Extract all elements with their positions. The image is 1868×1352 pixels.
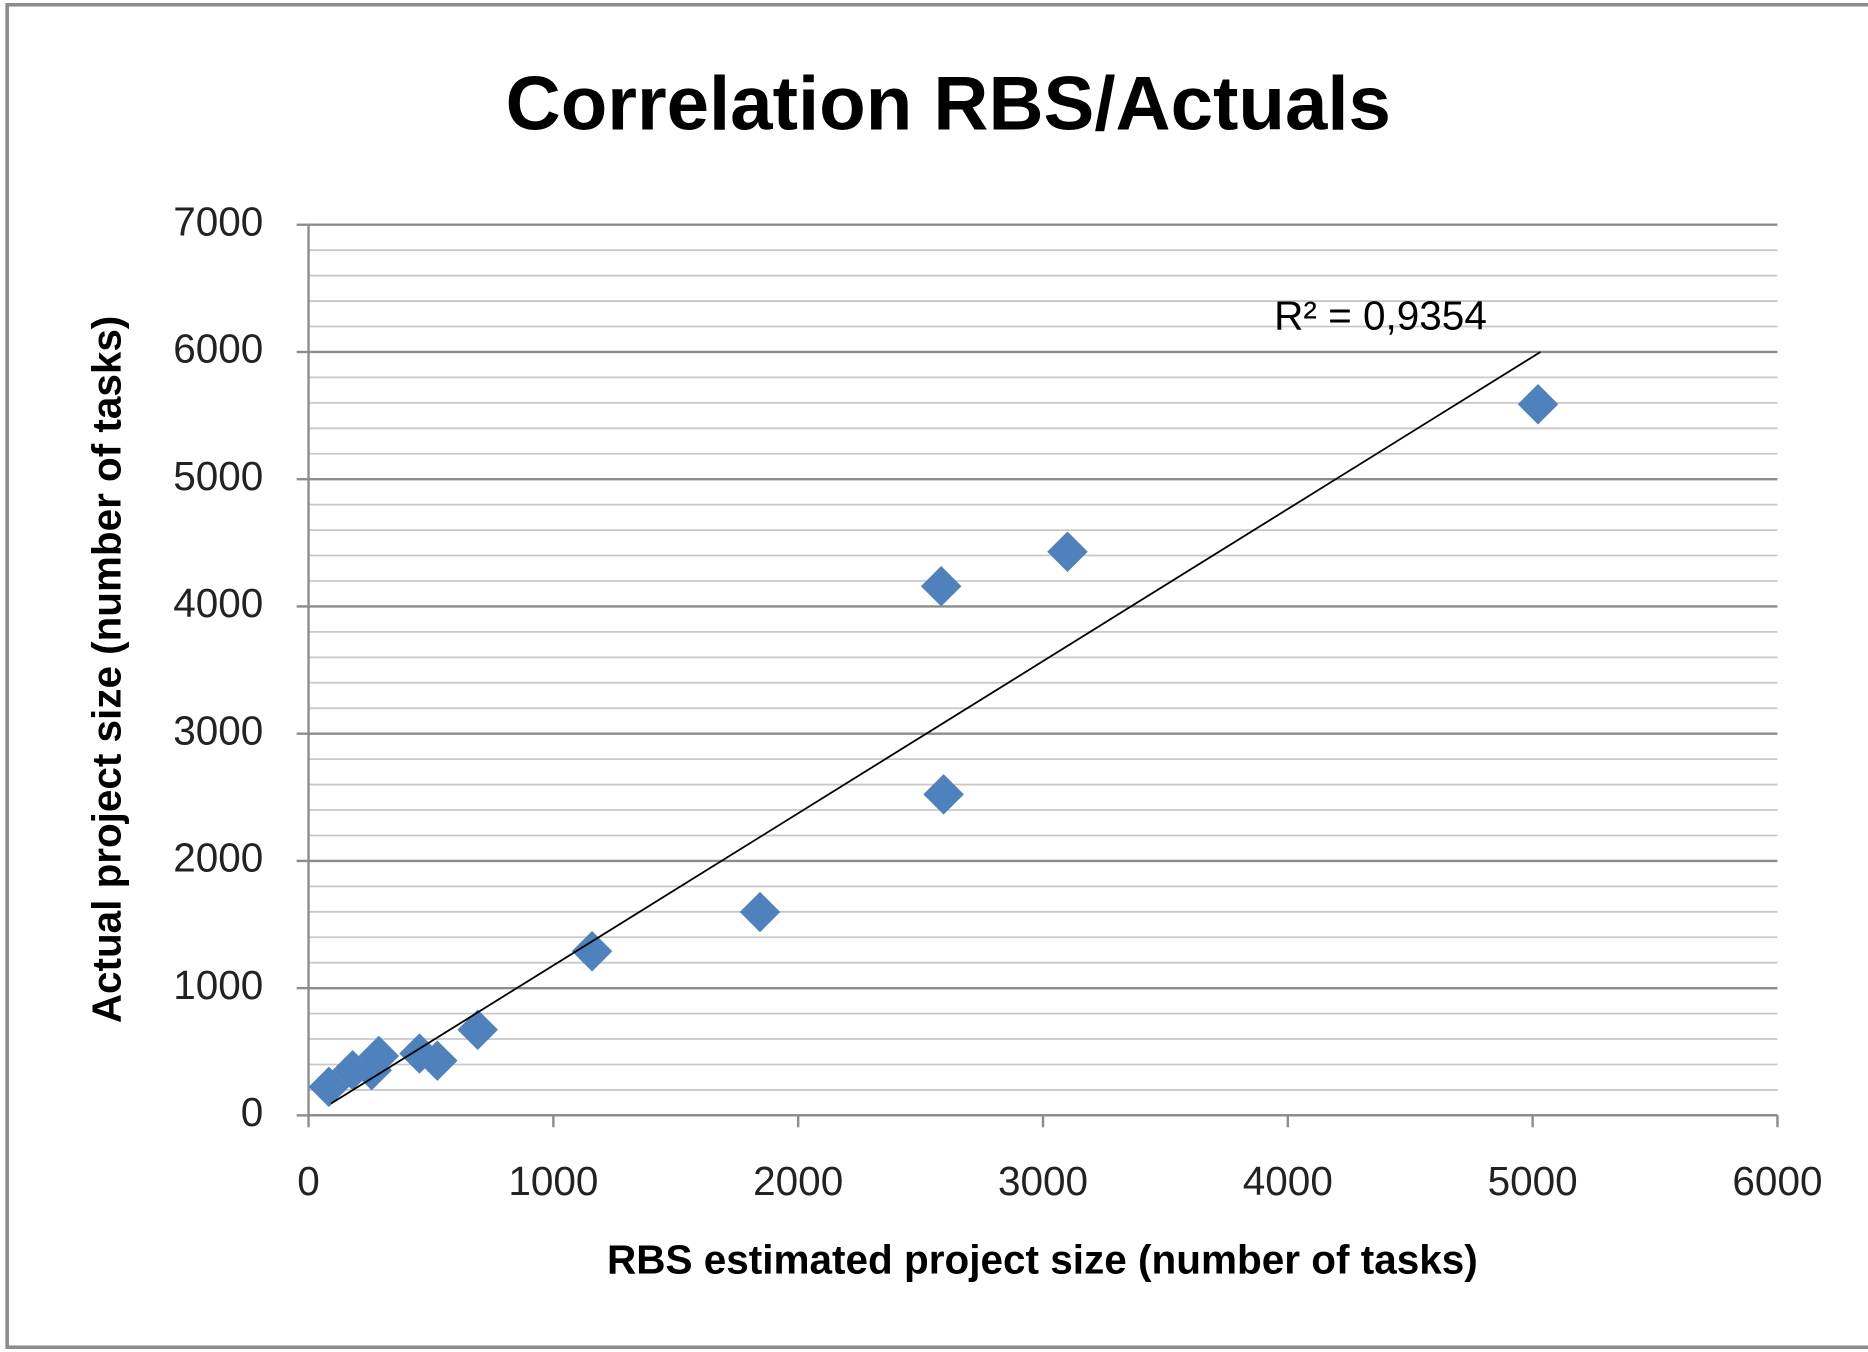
y-tick-label: 4000	[173, 580, 263, 626]
data-point	[920, 565, 962, 607]
y-axis-label: Actual project size (number of tasks)	[83, 316, 129, 1023]
x-tick-label: 4000	[1243, 1158, 1333, 1204]
data-point	[308, 1066, 350, 1108]
y-tick-label: 2000	[173, 835, 263, 881]
data-point	[358, 1035, 400, 1077]
data-point	[739, 891, 781, 933]
trendline-label: R² = 0,9354	[1274, 292, 1487, 338]
data-point	[571, 931, 613, 972]
y-tick-label: 5000	[173, 453, 263, 499]
x-tick-label: 0	[297, 1158, 320, 1204]
chart-frame	[5, 2, 1868, 1350]
y-tick-label: 0	[241, 1089, 264, 1135]
data-point	[417, 1040, 458, 1081]
data-point	[1517, 384, 1559, 425]
x-tick-label: 2000	[753, 1158, 843, 1204]
x-tick-label: 3000	[998, 1158, 1088, 1204]
data-point	[1047, 531, 1088, 572]
x-tick-label: 5000	[1488, 1158, 1578, 1204]
x-tick-label: 1000	[508, 1158, 598, 1204]
y-tick-label: 6000	[173, 326, 263, 372]
trendline	[330, 351, 1541, 1105]
y-tick-label: 1000	[173, 962, 263, 1008]
y-tick-label: 3000	[173, 707, 263, 753]
data-point	[399, 1033, 440, 1074]
chart-title: Correlation RBS/Actuals	[506, 62, 1391, 147]
x-axis-label: RBS estimated project size (number of ta…	[607, 1237, 1478, 1283]
y-tick-label: 7000	[173, 198, 263, 244]
x-tick-label: 6000	[1732, 1158, 1822, 1204]
data-point	[923, 774, 964, 815]
